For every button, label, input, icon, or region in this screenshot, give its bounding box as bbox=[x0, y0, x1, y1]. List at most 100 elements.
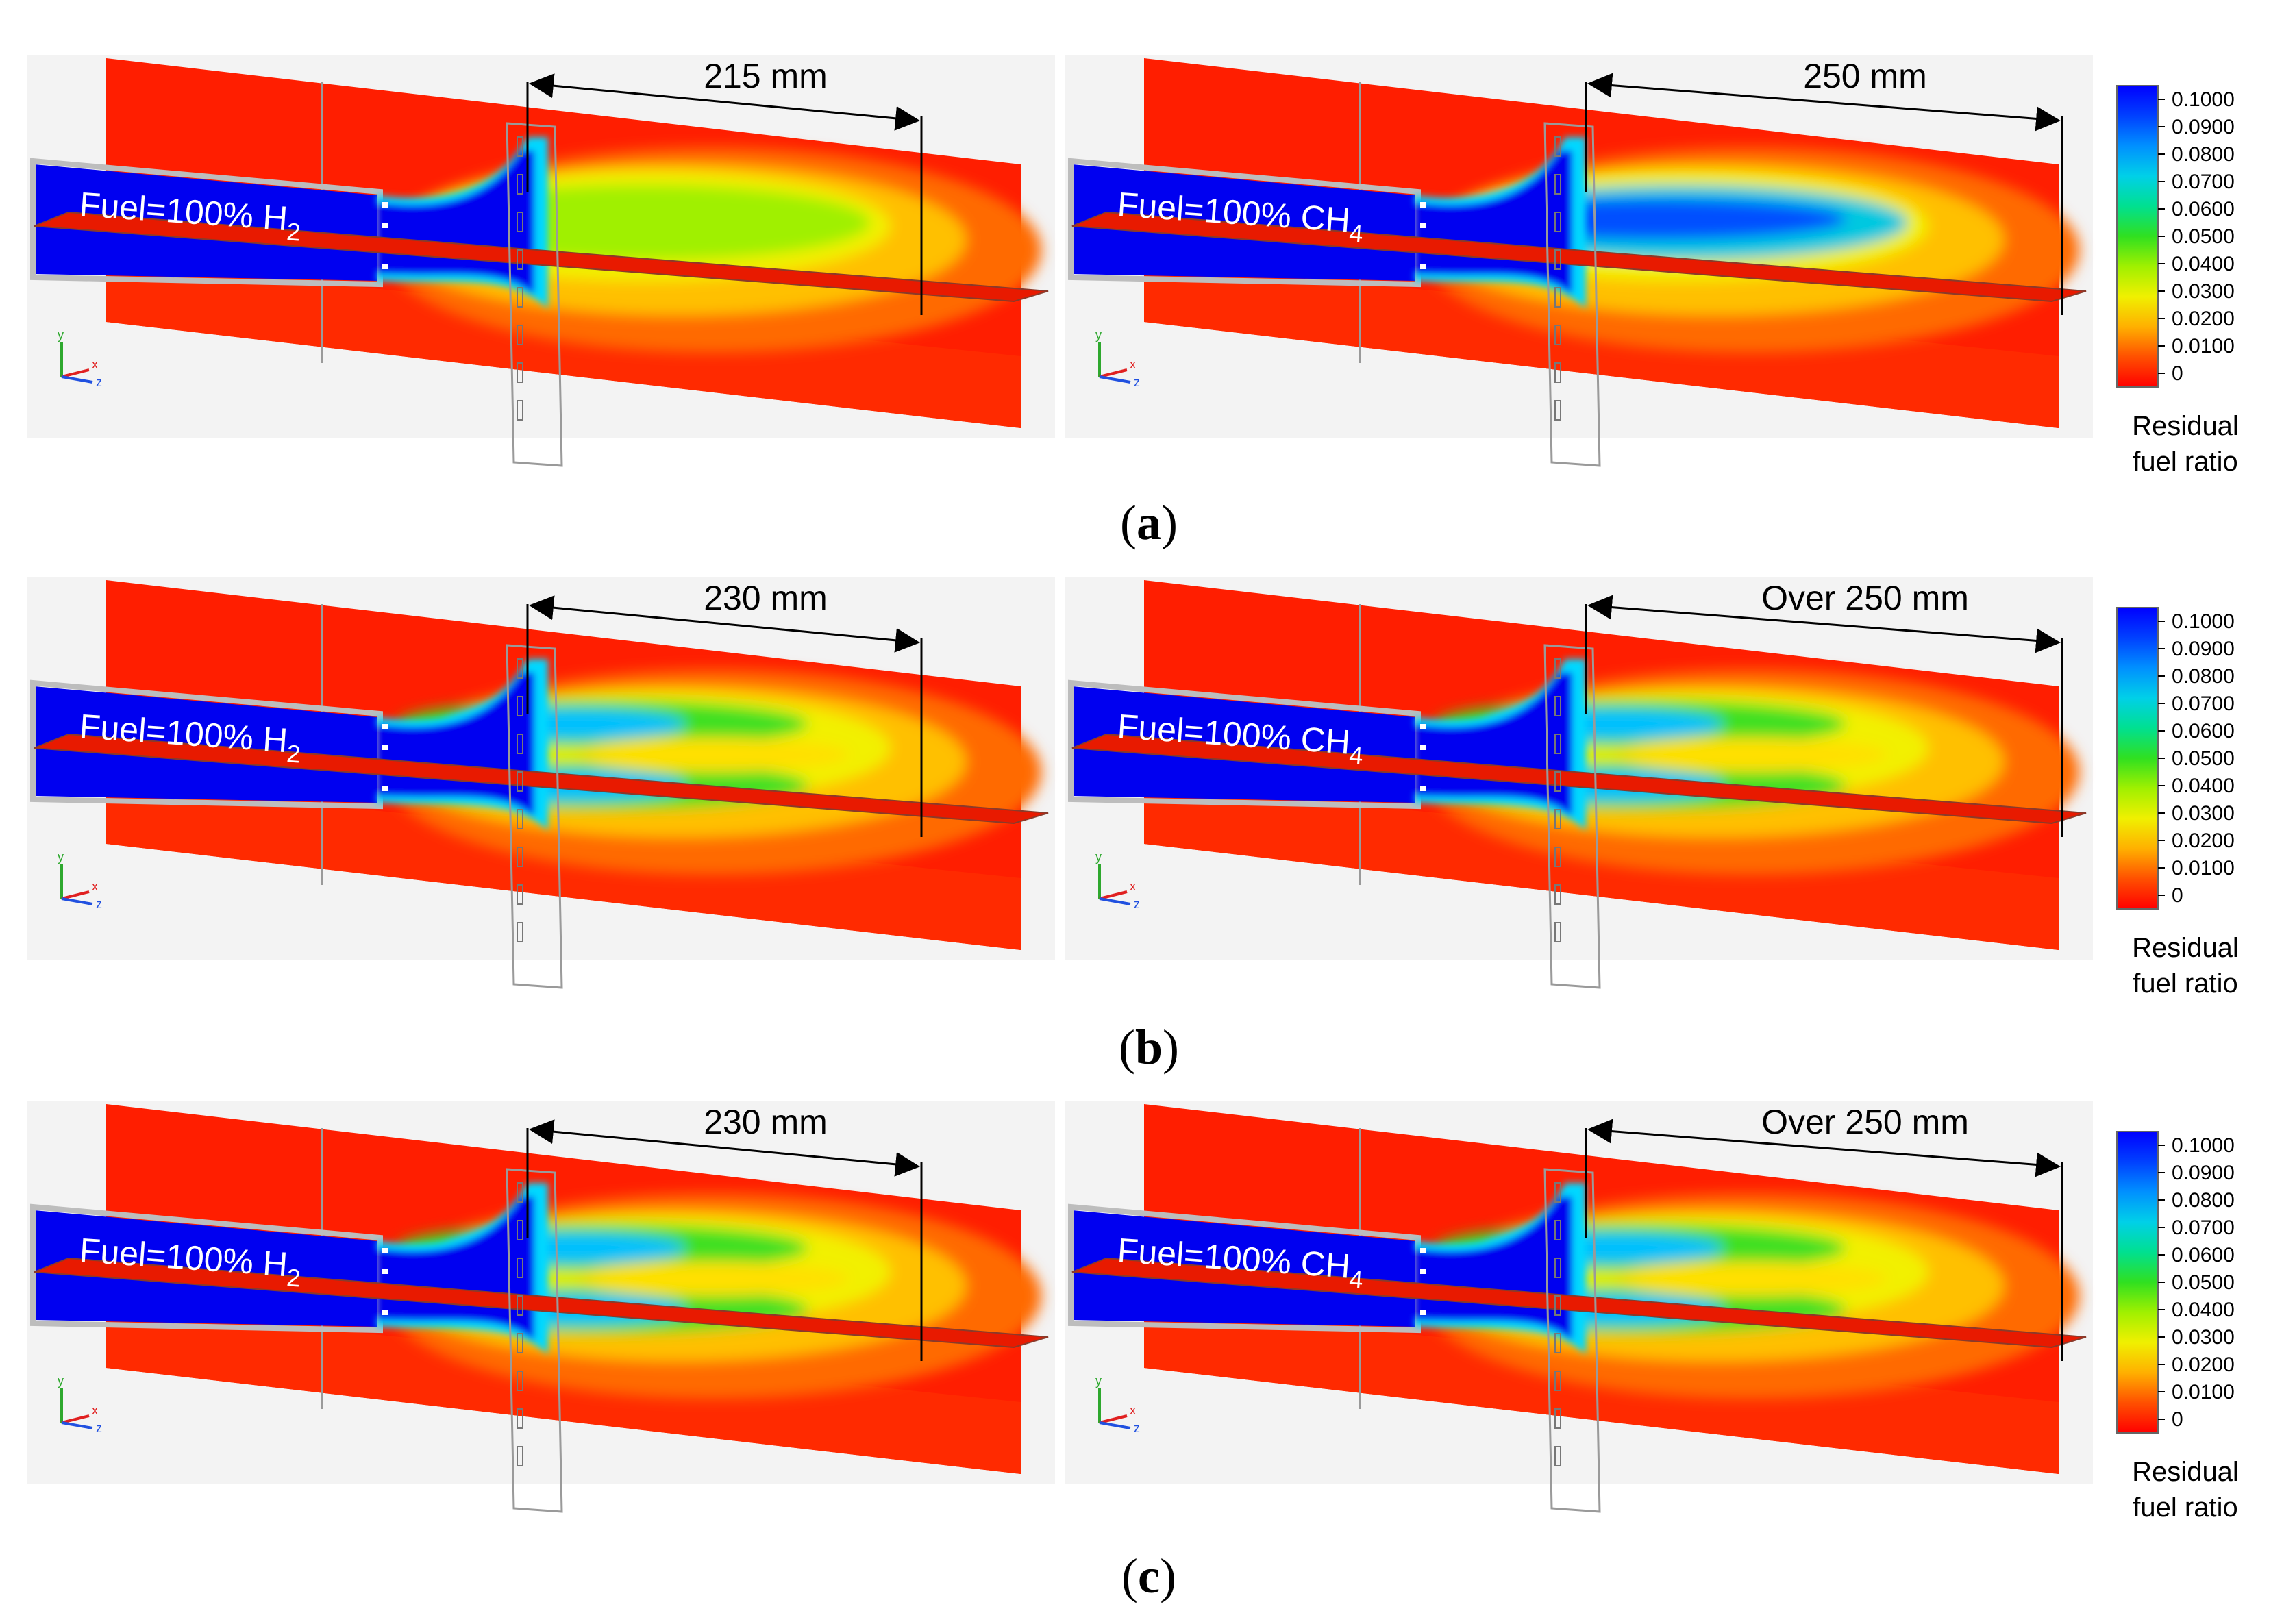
distance-label: 215 mm bbox=[704, 57, 828, 95]
axis-y-label: y bbox=[58, 1374, 64, 1388]
plume-center-yellow bbox=[1613, 738, 1887, 772]
colorbar-tick-label: 0.0300 bbox=[2172, 1326, 2235, 1349]
axis-z-label: z bbox=[96, 897, 102, 911]
axis-x-label: x bbox=[1130, 358, 1136, 371]
axis-x bbox=[61, 890, 90, 900]
burner-slot bbox=[517, 287, 523, 308]
colorbar-tick-label: 0.0800 bbox=[2172, 143, 2235, 166]
fuel-channel bbox=[1072, 164, 1415, 281]
colorbar-tick-label: 0.0300 bbox=[2172, 280, 2235, 303]
burner-slot bbox=[1554, 809, 1561, 829]
colorbar-tick-label: 0 bbox=[2172, 1408, 2183, 1431]
axis-z-label: z bbox=[1134, 375, 1140, 389]
colorbar-tick-label: 0.0700 bbox=[2172, 1216, 2235, 1239]
distance-label: 230 mm bbox=[704, 579, 828, 617]
colorbar-scale bbox=[2116, 1131, 2159, 1434]
colorbar-title-line2: fuel ratio bbox=[2133, 447, 2237, 477]
fuel-subscript: 2 bbox=[286, 217, 301, 246]
burner-frame bbox=[1543, 644, 1601, 989]
nozzle-dot bbox=[1420, 1310, 1426, 1315]
burner-slot bbox=[517, 1333, 523, 1353]
axis-x-label: x bbox=[92, 879, 98, 893]
colorbar-tick-label: 0 bbox=[2172, 884, 2183, 907]
burner-slot bbox=[517, 362, 523, 383]
colorbar-scale bbox=[2116, 85, 2159, 388]
domain-plane-lower bbox=[106, 782, 1021, 950]
horizontal-plane bbox=[1071, 1257, 2087, 1349]
axis-x-label: x bbox=[1130, 879, 1136, 893]
burner-slot bbox=[1554, 1295, 1561, 1316]
colorbar-tick-label: 0.0800 bbox=[2172, 1189, 2235, 1212]
colorbar-tick-label: 0.0500 bbox=[2172, 225, 2235, 248]
burner-slot bbox=[517, 1408, 523, 1429]
burner-slot bbox=[1554, 1408, 1561, 1429]
burner-slot bbox=[1554, 325, 1561, 345]
burner-slot bbox=[517, 847, 523, 867]
axis-triad: y xz bbox=[58, 850, 102, 911]
dimension-arrow bbox=[1587, 595, 2061, 653]
fuel-subscript: 2 bbox=[286, 1263, 301, 1292]
axis-x bbox=[61, 368, 90, 378]
distance-label: 250 mm bbox=[1803, 57, 1927, 95]
caption-b: (b) bbox=[1118, 1020, 1179, 1075]
colorbar-tick-label: 0.0400 bbox=[2172, 775, 2235, 797]
burner-slot bbox=[517, 734, 523, 754]
axis-y-label: y bbox=[58, 328, 64, 342]
colorbar-tick-label: 0.0400 bbox=[2172, 1299, 2235, 1321]
burner-slot bbox=[517, 212, 523, 232]
burner-slot bbox=[517, 809, 523, 829]
colorbar-tick-label: 0.1000 bbox=[2172, 1134, 2235, 1157]
burner-slot bbox=[517, 696, 523, 716]
axis-x bbox=[1099, 368, 1128, 378]
axis-z-label: z bbox=[96, 375, 102, 389]
burner-slot bbox=[1554, 1446, 1561, 1466]
colorbar-tick-label: 0.1000 bbox=[2172, 88, 2235, 111]
burner-slot bbox=[517, 884, 523, 905]
colorbar-title-line1: Residual bbox=[2132, 411, 2239, 441]
fuel-subscript: 4 bbox=[1348, 1265, 1364, 1294]
caption-a: (a) bbox=[1120, 495, 1178, 550]
nozzle-dot bbox=[1420, 745, 1426, 750]
colorbar-tick-label: 0.0800 bbox=[2172, 665, 2235, 688]
colorbar-tick-label: 0.0700 bbox=[2172, 692, 2235, 715]
axis-x bbox=[1099, 890, 1128, 900]
colorbar-tick-label: 0.0500 bbox=[2172, 747, 2235, 770]
burner-slot bbox=[517, 1182, 523, 1203]
burner-slot bbox=[1554, 362, 1561, 383]
axis-triad: y xz bbox=[58, 1374, 102, 1435]
fuel-channel bbox=[34, 164, 377, 281]
nozzle-dot bbox=[382, 202, 388, 208]
fuel-subscript: 2 bbox=[286, 739, 301, 768]
nozzle-dot bbox=[382, 1248, 388, 1253]
colorbar-2: 0.1000 0.0900 0.0800 0.0700 0.0600 0.0500 0.04… bbox=[2116, 1131, 2239, 1523]
fuel-channel-frame bbox=[30, 158, 383, 288]
dimension-arrow bbox=[1587, 73, 2061, 132]
horizontal-plane bbox=[34, 1257, 1049, 1349]
burner-slot bbox=[1554, 734, 1561, 754]
distance-label: Over 250 mm bbox=[1761, 579, 1969, 617]
axis-x-label: x bbox=[92, 1403, 98, 1417]
burner-frame bbox=[1543, 1168, 1601, 1513]
burner-slot bbox=[1554, 1333, 1561, 1353]
burner-slot bbox=[1554, 847, 1561, 867]
burner-slot bbox=[517, 1446, 523, 1466]
axis-triad: y xz bbox=[1095, 328, 1140, 389]
colorbar-scale bbox=[2116, 607, 2159, 910]
burner-slot bbox=[1554, 658, 1561, 679]
nozzle-dot bbox=[382, 724, 388, 729]
colorbar-tick-label: 0.0600 bbox=[2172, 720, 2235, 742]
colorbar-tick-label: 0.0100 bbox=[2172, 335, 2235, 358]
burner-slot bbox=[1554, 922, 1561, 942]
caption-c: (c) bbox=[1121, 1549, 1176, 1603]
fuel-channel bbox=[34, 686, 377, 803]
domain-plane-lower bbox=[1144, 782, 2059, 950]
colorbar-tick-label: 0.0900 bbox=[2172, 1162, 2235, 1184]
nozzle-dot bbox=[1420, 223, 1426, 228]
colorbar-tick-label: 0.0400 bbox=[2172, 253, 2235, 275]
fuel-channel bbox=[1072, 1210, 1415, 1327]
nozzle-dot bbox=[382, 745, 388, 750]
